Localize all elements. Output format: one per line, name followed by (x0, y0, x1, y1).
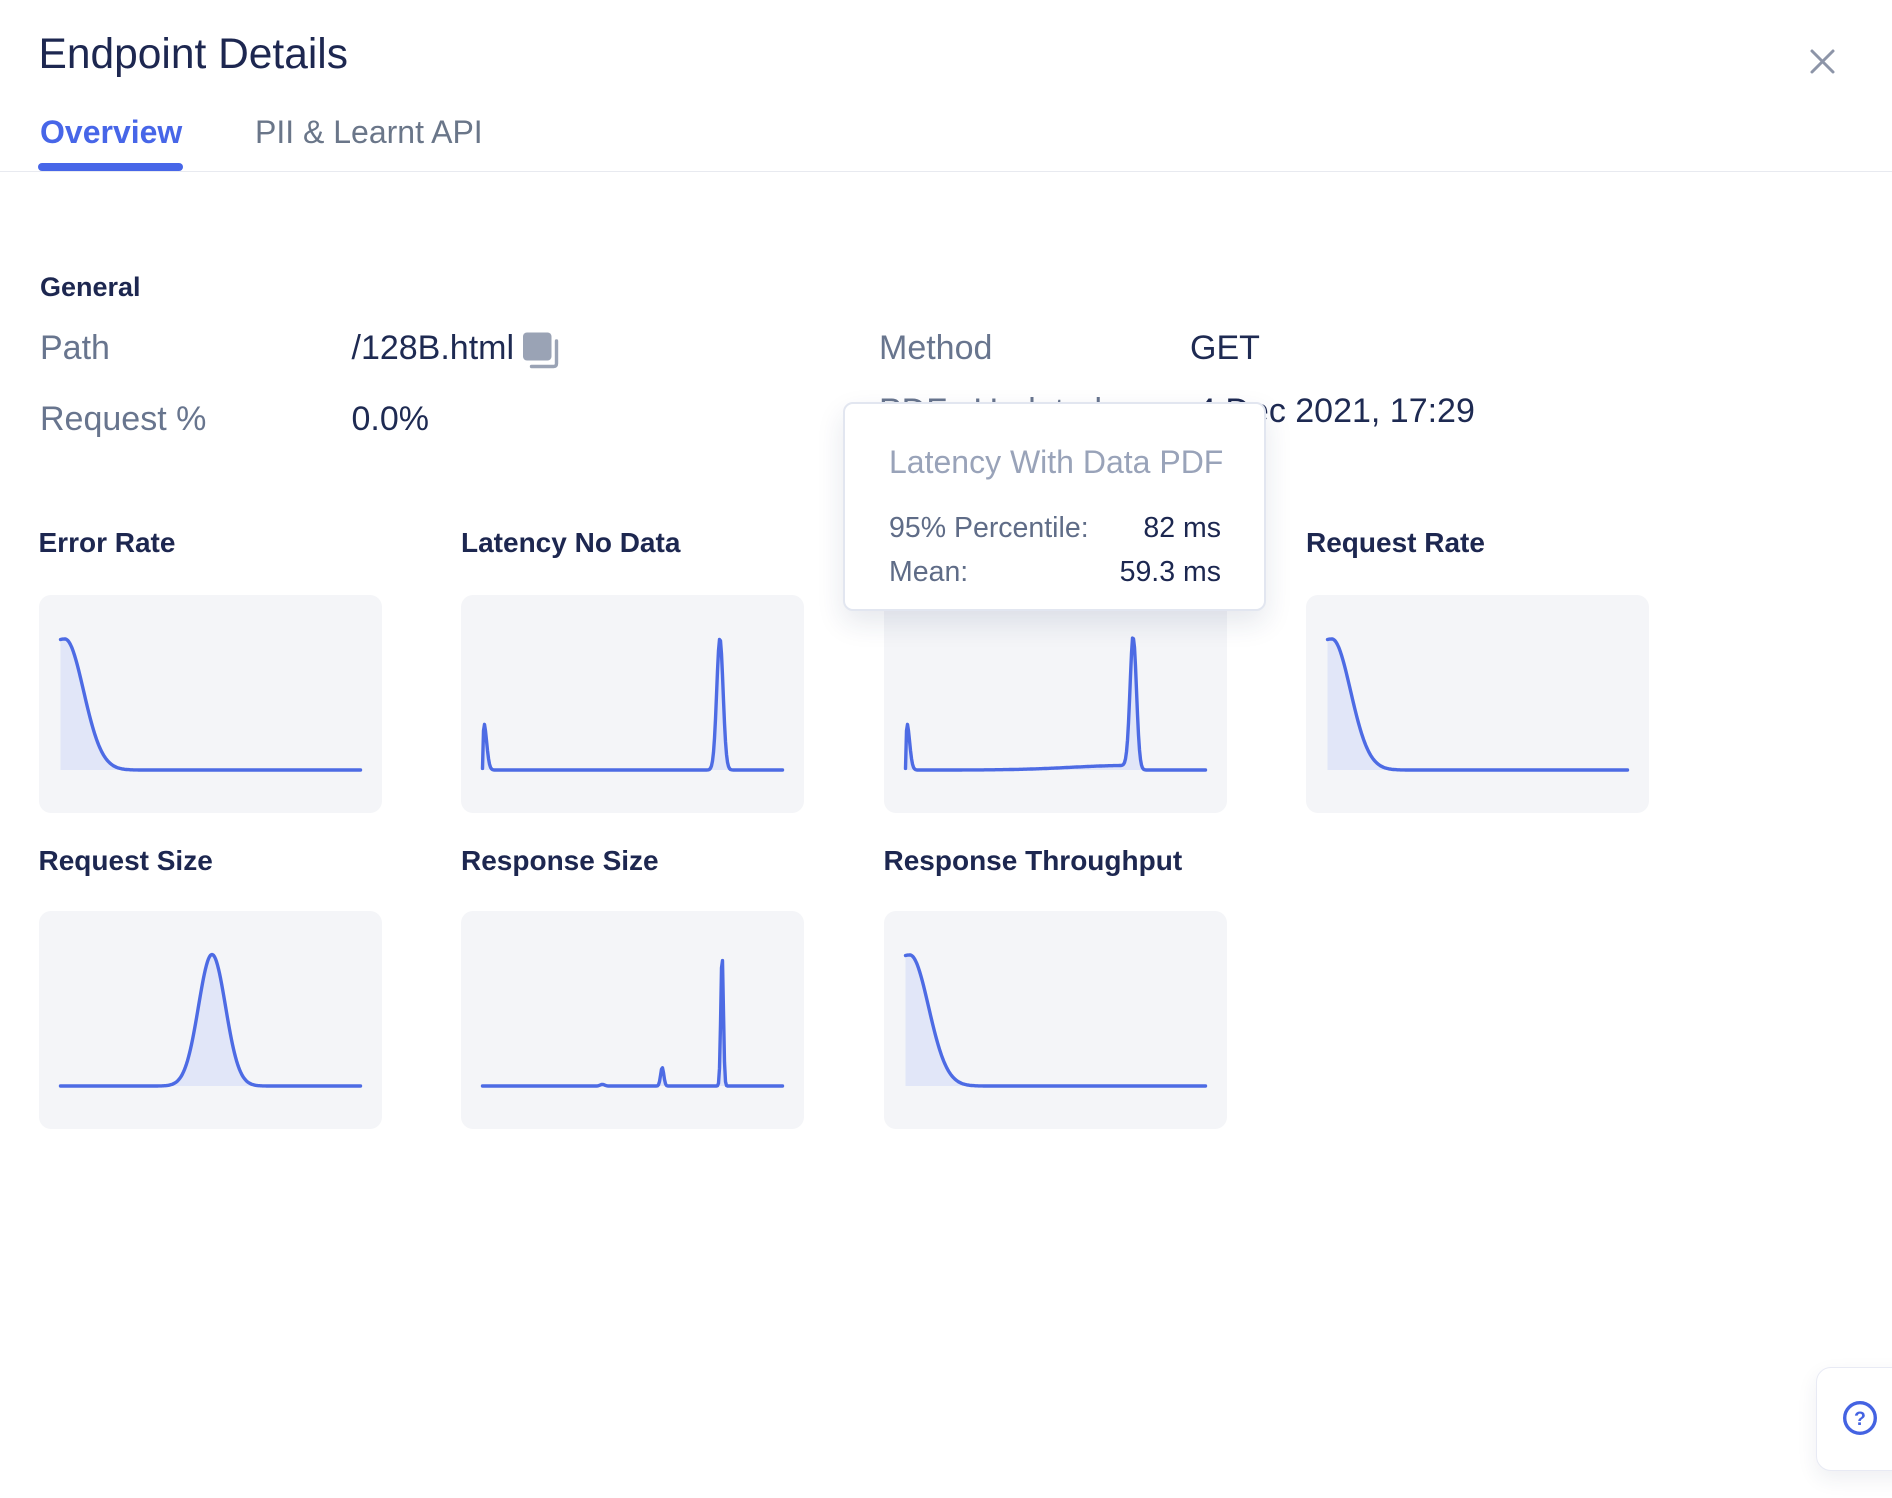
svg-text:?: ? (1854, 1408, 1866, 1430)
